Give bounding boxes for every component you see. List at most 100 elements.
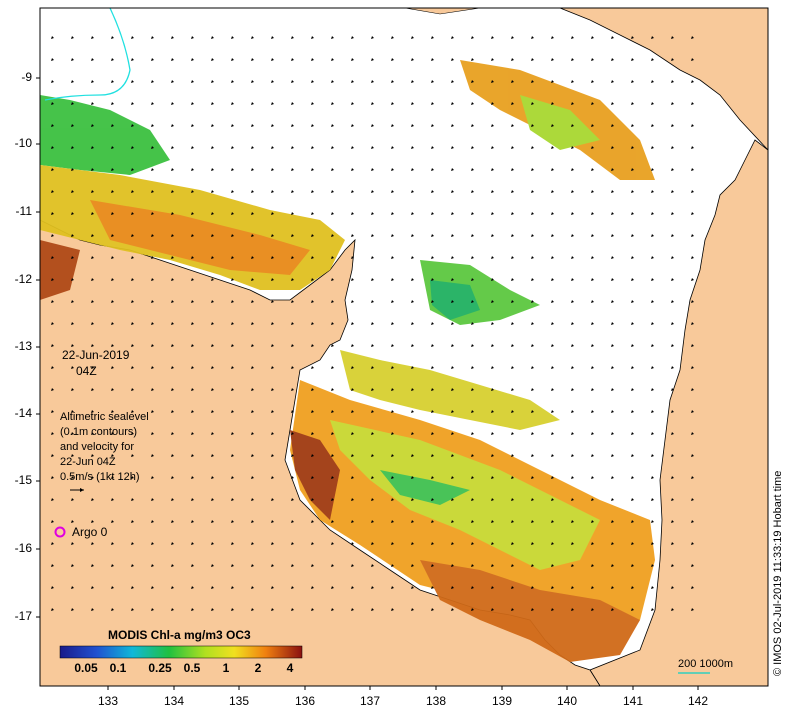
velocity-arrow <box>191 454 194 457</box>
x-tick: 136 <box>294 694 316 708</box>
velocity-arrow <box>611 256 614 259</box>
velocity-arrow <box>671 564 674 567</box>
velocity-arrow <box>611 564 614 567</box>
velocity-arrow <box>691 212 694 215</box>
velocity-arrow <box>531 498 534 501</box>
velocity-arrow <box>91 564 94 567</box>
velocity-arrow <box>331 234 334 237</box>
velocity-arrow <box>231 608 234 611</box>
velocity-arrow <box>331 300 334 303</box>
velocity-arrow <box>691 146 694 149</box>
velocity-arrow <box>131 168 134 171</box>
velocity-arrow <box>191 300 194 303</box>
velocity-arrow <box>311 586 314 589</box>
velocity-arrow <box>471 432 474 435</box>
velocity-arrow <box>511 586 514 589</box>
velocity-arrow <box>531 454 534 457</box>
velocity-arrow <box>471 80 474 83</box>
velocity-arrow <box>191 410 194 413</box>
velocity-arrow <box>251 542 254 545</box>
description-line: 22-Jun 04Z <box>60 456 116 468</box>
velocity-arrow <box>591 300 594 303</box>
velocity-arrow <box>551 212 554 215</box>
velocity-arrow <box>111 212 114 215</box>
velocity-arrow <box>111 278 114 281</box>
velocity-arrow <box>311 36 314 39</box>
velocity-arrow <box>311 80 314 83</box>
velocity-arrow <box>491 498 494 501</box>
velocity-arrow <box>491 454 494 457</box>
velocity-arrow <box>131 278 134 281</box>
velocity-arrow <box>671 102 674 105</box>
velocity-arrow <box>131 454 134 457</box>
velocity-arrow <box>431 520 434 523</box>
velocity-arrow <box>651 454 654 457</box>
velocity-arrow <box>171 608 174 611</box>
velocity-arrow <box>551 58 554 61</box>
velocity-arrow <box>511 322 514 325</box>
credit-text: © IMOS 02-Jul-2019 11:33:19 Hobart time <box>772 470 784 676</box>
velocity-arrow <box>51 124 54 127</box>
velocity-arrow <box>171 278 174 281</box>
velocity-arrow <box>411 564 414 567</box>
velocity-arrow <box>311 344 314 347</box>
velocity-arrow <box>331 80 334 83</box>
velocity-arrow <box>331 432 334 435</box>
velocity-arrow <box>91 344 94 347</box>
velocity-arrow <box>391 168 394 171</box>
velocity-arrow <box>671 80 674 83</box>
velocity-arrow <box>351 498 354 501</box>
velocity-arrow <box>591 498 594 501</box>
velocity-arrow <box>111 190 114 193</box>
velocity-arrow <box>431 80 434 83</box>
velocity-arrow <box>171 36 174 39</box>
velocity-arrow <box>211 234 214 237</box>
velocity-arrow <box>71 564 74 567</box>
velocity-arrow <box>551 102 554 105</box>
velocity-arrow <box>631 212 634 215</box>
velocity-arrow <box>431 542 434 545</box>
velocity-arrow <box>151 80 154 83</box>
map-date: 22-Jun-2019 <box>62 348 130 362</box>
velocity-arrow <box>631 146 634 149</box>
velocity-arrow <box>71 58 74 61</box>
velocity-arrow <box>231 168 234 171</box>
velocity-arrow <box>131 36 134 39</box>
velocity-arrow <box>171 168 174 171</box>
velocity-arrow <box>111 124 114 127</box>
velocity-arrow <box>651 234 654 237</box>
velocity-arrow <box>291 454 294 457</box>
velocity-arrow <box>431 410 434 413</box>
velocity-arrow <box>351 168 354 171</box>
velocity-arrow <box>251 388 254 391</box>
velocity-arrow <box>231 256 234 259</box>
y-tick: -13 <box>14 339 32 353</box>
velocity-arrow <box>171 124 174 127</box>
velocity-arrow <box>391 58 394 61</box>
velocity-arrow <box>431 388 434 391</box>
velocity-arrow <box>331 520 334 523</box>
velocity-arrow <box>451 146 454 149</box>
velocity-arrow <box>671 212 674 215</box>
velocity-arrow <box>331 168 334 171</box>
velocity-arrow <box>291 102 294 105</box>
velocity-arrow <box>431 366 434 369</box>
velocity-arrow <box>351 410 354 413</box>
velocity-arrow <box>571 366 574 369</box>
velocity-arrow <box>171 454 174 457</box>
velocity-arrow <box>391 410 394 413</box>
velocity-arrow <box>131 586 134 589</box>
velocity-arrow <box>571 586 574 589</box>
velocity-arrow <box>451 58 454 61</box>
velocity-arrow <box>471 300 474 303</box>
velocity-arrow <box>511 124 514 127</box>
velocity-arrow <box>671 432 674 435</box>
velocity-arrow <box>531 410 534 413</box>
velocity-arrow <box>631 278 634 281</box>
velocity-arrow <box>231 586 234 589</box>
velocity-arrow <box>511 564 514 567</box>
velocity-arrow <box>431 432 434 435</box>
velocity-arrow <box>691 124 694 127</box>
velocity-arrow <box>331 608 334 611</box>
velocity-arrow <box>211 586 214 589</box>
